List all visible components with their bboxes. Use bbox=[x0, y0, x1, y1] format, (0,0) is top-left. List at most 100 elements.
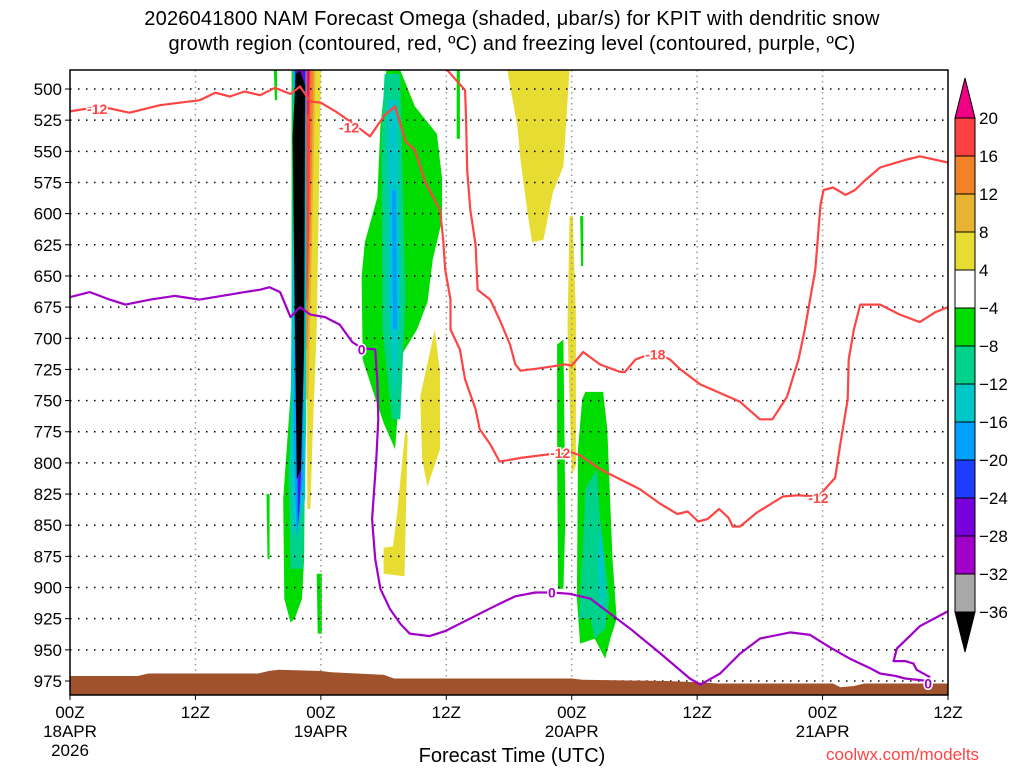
contour-label: -18 bbox=[645, 346, 665, 362]
chart-title-line1: 2026041800 NAM Forecast Omega (shaded, μ… bbox=[144, 8, 880, 30]
contour-label: -12 bbox=[339, 120, 359, 136]
y-tick-label: 900 bbox=[34, 579, 62, 598]
x-tick-label: 00Z bbox=[306, 703, 335, 722]
colorbar-swatch bbox=[954, 573, 976, 613]
contour-freezing-level-branch bbox=[892, 610, 948, 679]
colorbar-label: 4 bbox=[979, 261, 988, 280]
y-tick-label: 700 bbox=[34, 329, 62, 348]
shaded-region-7 bbox=[306, 70, 311, 300]
contour-label: 0 bbox=[924, 675, 932, 691]
colorbar-swatch bbox=[954, 345, 976, 385]
shaded-region-28 bbox=[292, 70, 306, 480]
x-tick-label: 12Z bbox=[933, 703, 962, 722]
y-tick-label: 875 bbox=[34, 547, 62, 566]
shaded-region-16 bbox=[456, 70, 460, 139]
shaded-region-11 bbox=[557, 339, 566, 589]
colorbar-label: 8 bbox=[979, 223, 988, 242]
colorbar-label: −36 bbox=[979, 603, 1008, 622]
x-tick-label: 12Z bbox=[181, 703, 210, 722]
x-tick-label: 00Z bbox=[808, 703, 837, 722]
y-tick-label: 575 bbox=[34, 173, 62, 192]
colorbar-swatch bbox=[954, 231, 976, 271]
contour-label: -12 bbox=[87, 101, 107, 117]
colorbar-label: 16 bbox=[979, 147, 998, 166]
y-tick-label: 600 bbox=[34, 205, 62, 224]
credit-link[interactable]: coolwx.com/modelts bbox=[826, 745, 980, 764]
y-tick-label: 975 bbox=[34, 672, 62, 691]
omega-shading bbox=[266, 70, 617, 659]
contour-dgz-minus12 bbox=[70, 85, 948, 528]
x-tick-label: 00Z bbox=[557, 703, 586, 722]
shaded-region-23 bbox=[597, 519, 605, 609]
colorbar-swatch bbox=[954, 155, 976, 195]
y-tick-label: 725 bbox=[34, 360, 62, 379]
colorbar-label: −20 bbox=[979, 451, 1008, 470]
colorbar-swatch bbox=[954, 421, 976, 461]
chart-title-line2: growth region (contoured, red, ºC) and f… bbox=[168, 33, 856, 55]
contour-freezing-level bbox=[70, 286, 929, 686]
colorbar-swatch bbox=[954, 117, 976, 157]
contours bbox=[70, 70, 948, 686]
x-tick-label: 2026 bbox=[51, 741, 89, 760]
colorbar-swatch bbox=[954, 383, 976, 423]
y-tick-label: 825 bbox=[34, 485, 62, 504]
y-tick-label: 800 bbox=[34, 454, 62, 473]
x-axis-title: Forecast Time (UTC) bbox=[418, 745, 606, 767]
y-tick-label: 950 bbox=[34, 641, 62, 660]
terrain bbox=[70, 669, 948, 695]
colorbar-swatch bbox=[954, 193, 976, 233]
shaded-region-1 bbox=[420, 329, 440, 487]
colorbar-label: −4 bbox=[979, 299, 998, 318]
contour-label: 0 bbox=[548, 585, 556, 601]
terrain-fill bbox=[70, 669, 948, 695]
shaded-region-14 bbox=[266, 494, 270, 559]
colorbar-label: −28 bbox=[979, 527, 1008, 546]
colorbar-swatch bbox=[954, 535, 976, 575]
colorbar-label: −12 bbox=[979, 375, 1008, 394]
colorbar-label: −16 bbox=[979, 413, 1008, 432]
y-tick-label: 650 bbox=[34, 267, 62, 286]
shaded-region-0 bbox=[507, 70, 570, 243]
x-tick-label: 12Z bbox=[432, 703, 461, 722]
contour-dgz-minus18 bbox=[445, 70, 948, 421]
y-tick-label: 850 bbox=[34, 516, 62, 535]
shaded-region-2 bbox=[383, 428, 408, 577]
x-tick-label: 18APR bbox=[43, 722, 97, 741]
y-tick-label: 500 bbox=[34, 80, 62, 99]
contour-label: -12 bbox=[808, 490, 828, 506]
colorbar-swatch bbox=[954, 307, 976, 347]
shaded-region-25 bbox=[391, 190, 398, 330]
colorbar-label: −32 bbox=[979, 565, 1008, 584]
contour-label: 0 bbox=[358, 341, 366, 357]
colorbar-under-triangle bbox=[954, 611, 976, 653]
y-tick-label: 675 bbox=[34, 298, 62, 317]
x-tick-label: 21APR bbox=[796, 722, 850, 741]
shaded-region-15 bbox=[273, 70, 277, 101]
shaded-region-8 bbox=[307, 70, 310, 114]
colorbar-swatch bbox=[954, 497, 976, 537]
colorbar: 20 16 12 8 4 −4 −8 −12 −16 −20 −24 −28 −32 −36 bbox=[954, 77, 1008, 653]
y-tick-label: 750 bbox=[34, 392, 62, 411]
colorbar-label: −8 bbox=[979, 337, 998, 356]
x-tick-label: 19APR bbox=[294, 722, 348, 741]
shaded-region-17 bbox=[580, 216, 584, 266]
x-tick-label: 20APR bbox=[545, 722, 599, 741]
grid bbox=[70, 70, 948, 695]
y-tick-label: 625 bbox=[34, 236, 62, 255]
colorbar-label: −24 bbox=[979, 489, 1008, 508]
colorbar-label: 12 bbox=[979, 185, 998, 204]
x-tick-label: 00Z bbox=[55, 703, 84, 722]
plot-frame bbox=[69, 69, 949, 696]
colorbar-swatch bbox=[954, 459, 976, 499]
contour-labels: -12 -12 -18 -12 -12 0 0 0 bbox=[86, 99, 934, 693]
y-tick-label: 925 bbox=[34, 610, 62, 629]
y-tick-label: 775 bbox=[34, 423, 62, 442]
colorbar-label: 20 bbox=[979, 109, 998, 128]
colorbar-over-triangle bbox=[954, 77, 976, 119]
contour-label: -12 bbox=[550, 445, 570, 461]
x-tick-label: 12Z bbox=[682, 703, 711, 722]
y-axis: 500 525 550 575 600 625 650 675 700 725 750 775 800 8… bbox=[34, 80, 70, 691]
colorbar-swatch bbox=[954, 269, 976, 309]
